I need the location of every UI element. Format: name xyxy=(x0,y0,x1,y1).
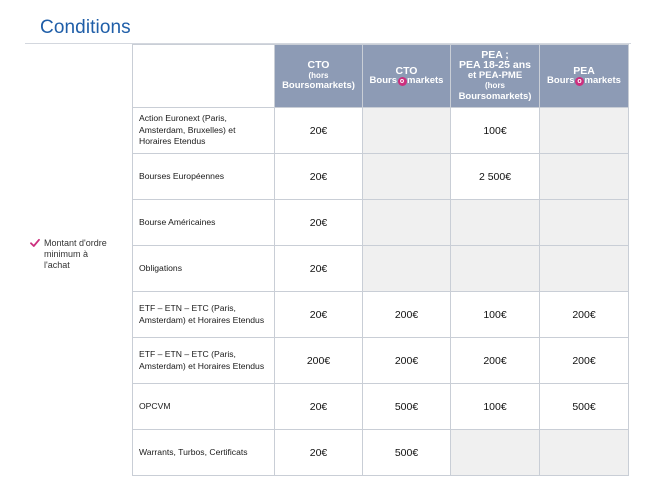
table-cell: 20€ xyxy=(274,245,363,292)
row-label: OPCVM xyxy=(132,383,275,430)
header-pea-hors: PEA ; PEA 18-25 ans et PEA-PME (hors Bou… xyxy=(450,44,540,108)
table-cell: 200€ xyxy=(274,337,363,384)
table-row: ETF – ETN – ETC (Paris, Amsterdam) et Ho… xyxy=(132,291,629,338)
table-row: Obligations 20€ xyxy=(132,245,629,292)
table-cell: 500€ xyxy=(362,429,451,476)
table-cell: 200€ xyxy=(539,337,629,384)
table-row: Bourse Américaines 20€ xyxy=(132,199,629,246)
table-row: OPCVM 20€ 500€ 100€ 500€ xyxy=(132,383,629,430)
table-cell: 20€ xyxy=(274,291,363,338)
header-cto-hors: CTO (hors Boursomarkets) xyxy=(274,44,363,108)
row-label: ETF – ETN – ETC (Paris, Amsterdam) et Ho… xyxy=(132,337,275,384)
table-row: Bourses Européennes 20€ 2 500€ xyxy=(132,153,629,200)
table-cell: 2 500€ xyxy=(450,153,540,200)
table-cell xyxy=(362,107,451,154)
table-cell xyxy=(539,199,629,246)
table-cell xyxy=(539,153,629,200)
side-label-text: Montant d'ordre minimum à l'achat xyxy=(44,238,107,270)
table-cell: 200€ xyxy=(450,337,540,384)
table-cell: 500€ xyxy=(539,383,629,430)
row-label: ETF – ETN – ETC (Paris, Amsterdam) et Ho… xyxy=(132,291,275,338)
table-cell: 20€ xyxy=(274,199,363,246)
table-row: Warrants, Turbos, Certificats 20€ 500€ xyxy=(132,429,629,476)
table-cell: 200€ xyxy=(362,291,451,338)
table-cell: 100€ xyxy=(450,291,540,338)
table-cell: 100€ xyxy=(450,107,540,154)
table-cell xyxy=(362,153,451,200)
side-label: Montant d'ordre minimum à l'achat xyxy=(30,238,110,271)
table-cell xyxy=(539,245,629,292)
table-cell xyxy=(362,199,451,246)
table-cell xyxy=(362,245,451,292)
table-cell: 20€ xyxy=(274,429,363,476)
check-icon xyxy=(30,238,40,247)
table-header-row: CTO (hors Boursomarkets) CTO Bours o marke… xyxy=(132,44,629,108)
boursomarkets-logo: Bours o markets xyxy=(547,75,621,86)
table-cell xyxy=(539,429,629,476)
header-pea-boursomarkets: PEA Bours o markets xyxy=(539,44,629,108)
row-label: Obligations xyxy=(132,245,275,292)
table-cell: 200€ xyxy=(362,337,451,384)
table-cell: 20€ xyxy=(274,107,363,154)
header-cto-boursomarkets: CTO Bours o markets xyxy=(362,44,451,108)
table-cell: 100€ xyxy=(450,383,540,430)
table-cell xyxy=(450,245,540,292)
table-cell xyxy=(450,429,540,476)
page-title: Conditions xyxy=(40,17,131,38)
row-label: Bourses Européennes xyxy=(132,153,275,200)
row-label: Action Euronext (Paris, Amsterdam, Bruxe… xyxy=(132,107,275,154)
conditions-table: CTO (hors Boursomarkets) CTO Bours o marke… xyxy=(132,44,629,476)
table-cell xyxy=(539,107,629,154)
table-cell: 20€ xyxy=(274,153,363,200)
table-cell: 500€ xyxy=(362,383,451,430)
row-label: Warrants, Turbos, Certificats xyxy=(132,429,275,476)
row-label: Bourse Américaines xyxy=(132,199,275,246)
title-divider xyxy=(25,43,631,44)
table-row: Action Euronext (Paris, Amsterdam, Bruxe… xyxy=(132,107,629,154)
table-row: ETF – ETN – ETC (Paris, Amsterdam) et Ho… xyxy=(132,337,629,384)
table-cell: 20€ xyxy=(274,383,363,430)
boursomarkets-logo: Bours o markets xyxy=(369,75,444,86)
header-corner xyxy=(132,44,275,108)
table-cell: 200€ xyxy=(539,291,629,338)
table-cell xyxy=(450,199,540,246)
